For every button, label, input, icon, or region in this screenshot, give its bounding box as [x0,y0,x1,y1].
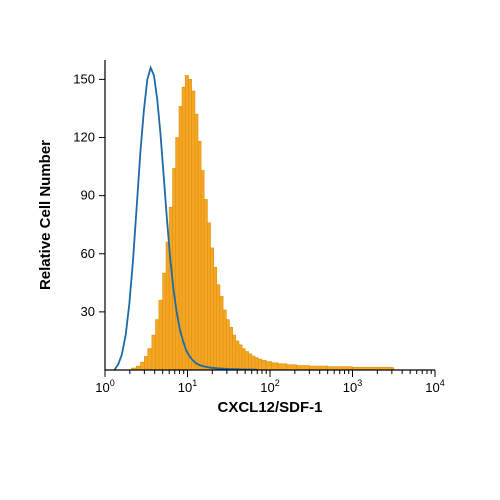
flow-cytometry-histogram: 306090120150100101102103104CXCL12/SDF-1R… [0,0,500,500]
y-tick-label: 60 [81,246,95,261]
y-tick-label: 90 [81,188,95,203]
y-tick-label: 150 [73,71,95,86]
x-axis-title: CXCL12/SDF-1 [217,399,322,416]
y-axis-title: Relative Cell Number [37,140,54,290]
y-tick-label: 120 [73,130,95,145]
chart-svg: 306090120150100101102103104CXCL12/SDF-1R… [0,0,500,500]
y-tick-label: 30 [81,304,95,319]
